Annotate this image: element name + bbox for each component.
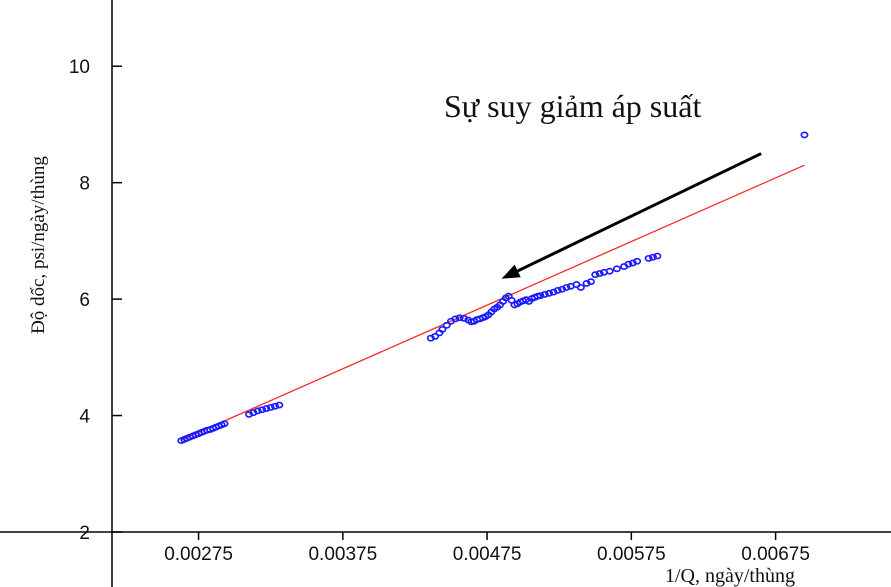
y-tick-label: 6: [79, 290, 90, 311]
data-point: [271, 402, 280, 410]
data-point: [258, 406, 267, 414]
data-point: [275, 401, 284, 409]
y-axis-title: Độ dốc, psi/ngày/thùng: [28, 156, 49, 334]
data-point: [220, 420, 229, 428]
annotation-arrow-shaft: [517, 152, 762, 273]
annotation: [501, 152, 762, 279]
data-point: [266, 404, 275, 411]
data-point: [253, 407, 262, 415]
data-point: [624, 260, 633, 268]
regression-line: [180, 164, 805, 441]
x-tick-label: 0.00275: [164, 544, 233, 565]
plot-area: [180, 164, 805, 441]
y-axis: 2 4 6 8 10: [69, 0, 122, 587]
x-axis-title: 1/Q, ngày/thùng: [665, 565, 795, 587]
y-tick-label: 2: [79, 523, 90, 544]
data-point: [553, 286, 562, 294]
y-tick-label: 4: [79, 407, 90, 428]
x-tick-label: 0.00375: [308, 544, 377, 565]
data-point: [591, 271, 600, 279]
y-tick-label: 8: [79, 174, 90, 195]
annotation-arrow-head: [501, 264, 521, 279]
data-point: [653, 252, 662, 260]
x-tick-label: 0.00575: [597, 544, 666, 565]
data-point: [562, 284, 571, 291]
data-point: [438, 325, 447, 333]
data-point: [595, 270, 604, 277]
data-point: [586, 278, 595, 286]
data-point: [576, 284, 585, 291]
data-point: [633, 257, 642, 265]
data-point: [540, 291, 549, 298]
data-point: [536, 292, 545, 300]
x-tick-label: 0.00675: [741, 544, 810, 565]
data-point: [644, 254, 653, 262]
x-axis: 0.00275 0.00375 0.00475 0.00575 0.00675: [0, 531, 891, 565]
annotation-text: Sự suy giảm áp suất: [444, 88, 701, 124]
data-point: [800, 131, 809, 139]
data-point: [612, 265, 621, 273]
x-tick-label: 0.00475: [453, 544, 522, 565]
data-point: [648, 253, 657, 261]
y-tick-label: 10: [69, 57, 90, 78]
data-point: [455, 314, 464, 322]
data-points: [177, 131, 809, 444]
data-point: [442, 321, 451, 329]
data-point: [431, 332, 440, 340]
data-point: [451, 315, 460, 323]
data-point: [262, 405, 271, 412]
data-point: [605, 267, 614, 275]
data-point: [545, 289, 554, 297]
